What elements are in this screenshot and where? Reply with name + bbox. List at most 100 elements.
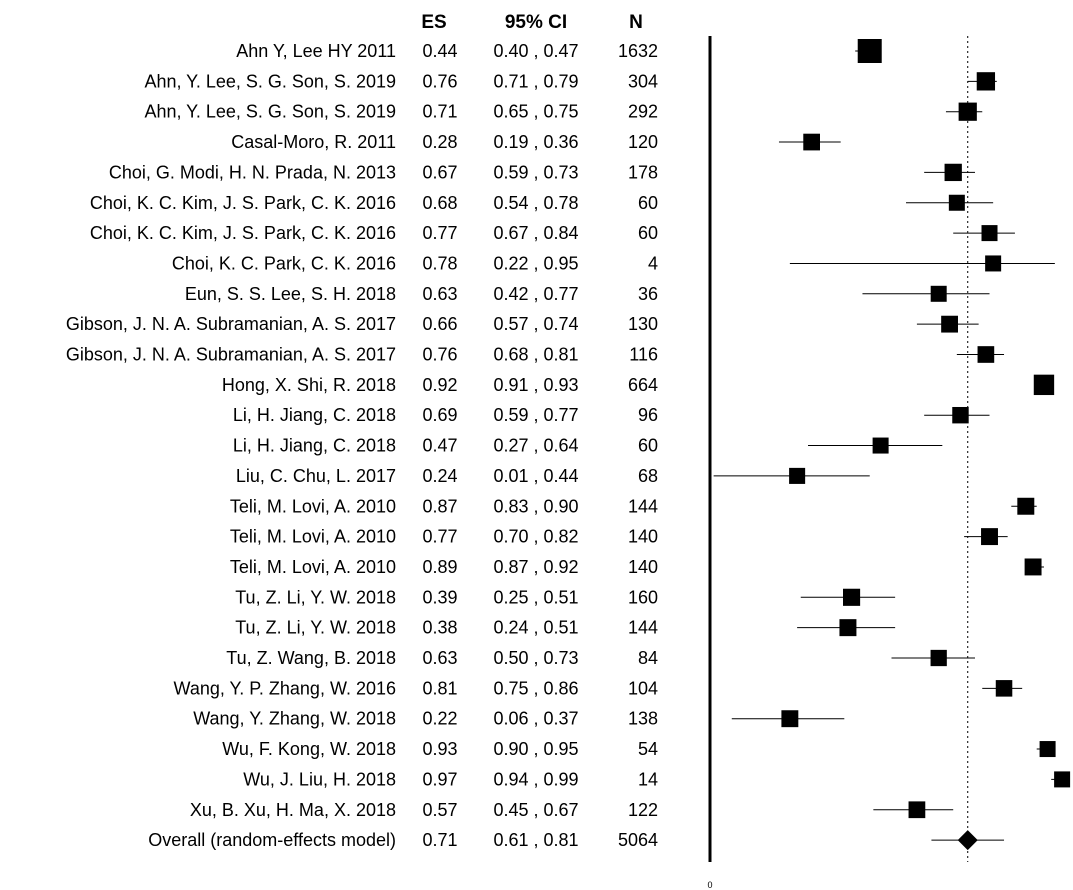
- effect-square: [908, 801, 926, 819]
- study-ci: 0.87 , 0.92: [493, 557, 578, 577]
- study-es: 0.87: [422, 496, 457, 516]
- study-label: Teli, M. Lovi, A. 2010: [230, 496, 396, 516]
- study-es: 0.92: [422, 375, 457, 395]
- study-n: 60: [638, 193, 658, 213]
- study-label: Li, H. Jiang, C. 2018: [233, 436, 396, 456]
- study-es: 0.28: [422, 132, 457, 152]
- effect-square: [803, 133, 820, 151]
- effect-square: [1039, 741, 1056, 758]
- study-es: 0.76: [422, 345, 457, 365]
- column-headers: ES 95% CI N: [421, 12, 643, 33]
- study-label: Gibson, J. N. A. Subramanian, A. S. 2017: [66, 345, 396, 365]
- study-ci: 0.40 , 0.47: [493, 41, 578, 61]
- study-label: Teli, M. Lovi, A. 2010: [230, 557, 396, 577]
- study-label: Gibson, J. N. A. Subramanian, A. S. 2017: [66, 314, 396, 334]
- study-es: 0.38: [422, 618, 457, 638]
- study-label: Choi, K. C. Kim, J. S. Park, C. K. 2016: [90, 223, 396, 243]
- effect-square: [1017, 497, 1035, 515]
- study-es: 0.67: [422, 162, 457, 182]
- overall-diamond: [957, 830, 978, 851]
- effect-square: [977, 346, 995, 363]
- effect-square: [789, 467, 806, 484]
- effect-square: [1033, 374, 1055, 396]
- study-es: 0.81: [422, 678, 457, 698]
- study-es: 0.69: [422, 405, 457, 425]
- study-n: 122: [628, 800, 658, 820]
- study-ci: 0.06 , 0.37: [493, 709, 578, 729]
- study-ci: 0.59 , 0.73: [493, 162, 578, 182]
- study-label: Choi, G. Modi, H. N. Prada, N. 2013: [109, 162, 396, 182]
- header-es: ES: [421, 12, 446, 33]
- study-es: 0.66: [422, 314, 457, 334]
- effect-square: [930, 285, 947, 302]
- study-es: 0.39: [422, 587, 457, 607]
- study-n: 140: [628, 557, 658, 577]
- study-label: Tu, Z. Wang, B. 2018: [226, 648, 396, 668]
- study-n: 14: [638, 769, 658, 789]
- overall-es: 0.71: [422, 830, 457, 850]
- study-label: Ahn, Y. Lee, S. G. Son, S. 2019: [144, 102, 396, 122]
- study-es: 0.77: [422, 527, 457, 547]
- study-label: Hong, X. Shi, R. 2018: [222, 375, 396, 395]
- study-ci: 0.22 , 0.95: [493, 253, 578, 273]
- study-n: 60: [638, 436, 658, 456]
- effect-square: [976, 72, 996, 91]
- study-label: Tu, Z. Li, Y. W. 2018: [235, 587, 396, 607]
- effect-marks: [713, 39, 1071, 851]
- header-n: N: [629, 12, 643, 33]
- study-n: 144: [628, 496, 658, 516]
- effect-square: [941, 315, 958, 333]
- study-label: Wang, Y. P. Zhang, W. 2016: [174, 678, 397, 698]
- effect-square: [1054, 771, 1071, 788]
- study-n: 60: [638, 223, 658, 243]
- study-n: 104: [628, 678, 658, 698]
- x-axis-tick-label: 0: [707, 880, 712, 890]
- study-label: Casal-Moro, R. 2011: [231, 132, 396, 152]
- effect-square: [981, 528, 998, 546]
- study-n: 1632: [618, 41, 658, 61]
- study-n: 68: [638, 466, 658, 486]
- study-es: 0.93: [422, 739, 457, 759]
- study-ci: 0.90 , 0.95: [493, 739, 578, 759]
- effect-square: [781, 710, 799, 728]
- study-label: Wu, F. Kong, W. 2018: [222, 739, 396, 759]
- study-label: Choi, K. C. Park, C. K. 2016: [172, 253, 396, 273]
- study-ci: 0.65 , 0.75: [493, 102, 578, 122]
- study-label: Eun, S. S. Lee, S. H. 2018: [185, 284, 396, 304]
- study-n: 160: [628, 587, 658, 607]
- study-ci: 0.68 , 0.81: [493, 345, 578, 365]
- study-n: 140: [628, 527, 658, 547]
- study-es: 0.97: [422, 769, 457, 789]
- study-ci: 0.67 , 0.84: [493, 223, 578, 243]
- study-ci: 0.75 , 0.86: [493, 678, 578, 698]
- study-label: Xu, B. Xu, H. Ma, X. 2018: [190, 800, 396, 820]
- study-label: Wang, Y. Zhang, W. 2018: [193, 709, 396, 729]
- study-label: Li, H. Jiang, C. 2018: [233, 405, 396, 425]
- overall-n: 5064: [618, 830, 658, 850]
- overall-ci: 0.61 , 0.81: [493, 830, 578, 850]
- study-ci: 0.42 , 0.77: [493, 284, 578, 304]
- study-n: 4: [648, 253, 658, 273]
- study-n: 664: [628, 375, 658, 395]
- study-ci: 0.94 , 0.99: [493, 769, 578, 789]
- study-n: 292: [628, 102, 658, 122]
- study-n: 54: [638, 739, 658, 759]
- effect-square: [985, 255, 1002, 272]
- study-ci: 0.25 , 0.51: [493, 587, 578, 607]
- study-es: 0.89: [422, 557, 457, 577]
- study-ci: 0.01 , 0.44: [493, 466, 578, 486]
- effect-square: [944, 163, 962, 182]
- effect-square: [1024, 558, 1042, 576]
- study-label: Choi, K. C. Kim, J. S. Park, C. K. 2016: [90, 193, 396, 213]
- effect-square: [839, 619, 857, 637]
- study-es: 0.71: [422, 102, 457, 122]
- study-label: Tu, Z. Li, Y. W. 2018: [235, 618, 396, 638]
- study-ci: 0.27 , 0.64: [493, 436, 578, 456]
- effect-square: [958, 102, 977, 121]
- study-es: 0.63: [422, 284, 457, 304]
- study-es: 0.77: [422, 223, 457, 243]
- study-n: 36: [638, 284, 658, 304]
- study-label: Teli, M. Lovi, A. 2010: [230, 527, 396, 547]
- study-label: Wu, J. Liu, H. 2018: [243, 769, 396, 789]
